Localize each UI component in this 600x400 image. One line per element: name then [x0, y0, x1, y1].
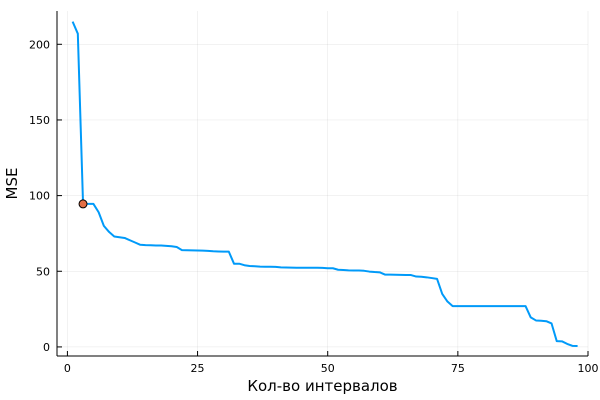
x-tick-label-2: 50 — [321, 362, 335, 375]
marker-layer — [78, 199, 88, 209]
axes — [56, 11, 588, 357]
grid — [57, 11, 589, 356]
series-line-0 — [71, 21, 578, 348]
ticks: 0 25 50 75 100 0 50 100 150 200 — [29, 38, 599, 375]
y-tick-label-3: 150 — [29, 114, 50, 127]
x-tick-label-0: 0 — [64, 362, 71, 375]
y-tick-label-4: 200 — [29, 38, 50, 51]
y-tick-label-1: 50 — [36, 265, 50, 278]
x-axis-label: Кол-во интервалов — [247, 377, 397, 395]
x-tick-label-4: 100 — [578, 362, 599, 375]
highlight-point — [78, 199, 88, 209]
y-tick-label-0: 0 — [43, 341, 50, 354]
y-tick-label-2: 100 — [29, 190, 50, 203]
x-tick-label-1: 25 — [191, 362, 205, 375]
series-layer — [71, 21, 578, 348]
y-axis-label: MSE — [3, 168, 21, 200]
x-tick-label-3: 75 — [451, 362, 465, 375]
